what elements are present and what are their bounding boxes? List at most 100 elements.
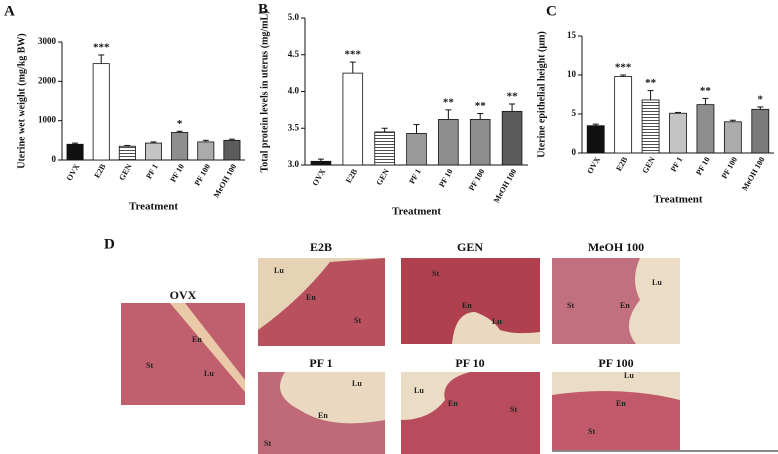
bar (641, 99, 660, 154)
y-tick-label: 4.5 (288, 49, 300, 59)
tissue-tag: Lu (352, 379, 362, 388)
significance-label: * (177, 118, 183, 130)
lumen (170, 303, 245, 392)
image-title: PF 1 (309, 356, 332, 370)
y-tick-label: 3.0 (288, 159, 300, 169)
x-tick-label: E2B (92, 162, 107, 180)
tissue-tag: St (567, 301, 574, 310)
bar (223, 139, 241, 161)
image-title: PF 100 (598, 356, 633, 370)
bar (669, 112, 687, 154)
significance-label: *** (93, 42, 110, 54)
x-tick-label: PF 100 (193, 162, 213, 187)
significance-label: ** (475, 100, 487, 112)
significance-label: ** (507, 91, 519, 103)
tissue-tag: St (588, 427, 595, 436)
significance-label: ** (645, 77, 657, 89)
x-tick-label: E2B (344, 167, 359, 185)
x-tick-label: GEN (640, 155, 657, 175)
bar (310, 160, 332, 166)
x-tick-label: MeOH 100 (492, 167, 519, 204)
tissue-tag: Lu (624, 371, 634, 380)
y-axis-label: Uterine epithelial height (µm) (536, 31, 547, 158)
significance-label: *** (345, 49, 362, 61)
panel-letter: C (546, 3, 557, 19)
y-tick-label: 0 (52, 154, 57, 164)
panel-letter: D (104, 236, 115, 252)
y-tick-label: 4.0 (288, 86, 300, 96)
x-tick-label: PF 100 (720, 155, 740, 180)
x-tick-label: PF 1 (144, 162, 160, 180)
y-axis-label: Uterine wet weight (mg/kg BW) (16, 33, 27, 169)
bar (586, 125, 605, 154)
significance-label: ** (443, 96, 455, 108)
bar (118, 145, 136, 161)
tissue-tag: En (616, 399, 626, 408)
x-tick-label: PF 10 (694, 155, 712, 176)
x-tick-label: PF 1 (669, 155, 685, 173)
y-tick-label: 3.5 (288, 122, 300, 132)
x-tick-label: GEN (374, 167, 391, 187)
y-tick-label: 2000 (38, 75, 57, 85)
x-tick-label: PF 10 (168, 162, 186, 183)
bar (469, 119, 491, 166)
significance-label: ** (700, 85, 712, 97)
y-tick-label: 15 (567, 30, 577, 40)
bar (406, 132, 427, 166)
bar (374, 131, 395, 166)
x-tick-label: MeOH 100 (212, 162, 239, 199)
bar (197, 141, 215, 161)
significance-label: *** (615, 62, 632, 74)
tissue-tag: En (448, 399, 458, 408)
tissue-tag: St (354, 316, 361, 325)
x-tick-label: OVX (585, 155, 602, 175)
lumen (628, 258, 680, 344)
image-title: GEN (457, 240, 483, 254)
tissue (258, 258, 385, 346)
image-title: OVX (170, 288, 197, 302)
tissue-tag: St (510, 405, 517, 414)
x-axis-label: Treatment (392, 206, 441, 218)
x-tick-label: OVX (311, 167, 328, 187)
tissue-tag: Lu (274, 266, 284, 275)
tissue-tag: St (264, 439, 271, 448)
tissue-tag: Lu (414, 386, 424, 395)
x-tick-label: PF 100 (467, 167, 487, 192)
y-tick-label: 3000 (38, 36, 57, 46)
tissue-tag: En (192, 335, 202, 344)
x-tick-label: GEN (117, 162, 134, 182)
tissue-tag: En (306, 293, 316, 302)
tissue-tag: En (462, 301, 472, 310)
bar (144, 142, 163, 161)
y-tick-label: 1000 (38, 115, 57, 125)
x-tick-label: OVX (65, 162, 82, 182)
bar (342, 72, 364, 166)
image-title: E2B (310, 240, 332, 254)
bar (751, 108, 770, 154)
bar (66, 143, 84, 161)
image-title: MeOH 100 (588, 240, 644, 254)
lumen (552, 372, 680, 400)
significance-label: * (758, 94, 764, 106)
panel-letter: B (258, 1, 268, 17)
x-tick-label: MeOH 100 (740, 155, 767, 192)
image-title: PF 10 (455, 356, 484, 370)
y-tick-label: 5 (572, 108, 577, 118)
x-axis-label: Treatment (653, 194, 702, 206)
x-tick-label: PF 10 (437, 167, 455, 188)
y-tick-label: 0 (572, 147, 577, 157)
bar (171, 132, 189, 161)
y-tick-label: 5.0 (288, 12, 300, 22)
lumen (401, 372, 470, 420)
x-tick-label: PF 1 (407, 167, 423, 185)
bar (614, 76, 633, 154)
bar (696, 104, 715, 154)
tissue-tag: Lu (492, 317, 502, 326)
tissue-tag: En (318, 411, 328, 420)
x-axis-label: Treatment (129, 201, 178, 213)
histology-panel: D OVX En St Lu E2B Lu En St GEN St En Lu… (104, 236, 778, 454)
y-axis-label: Total protein levels in uterus (mg/mL) (259, 11, 270, 173)
bar (501, 110, 523, 166)
bar (438, 119, 459, 166)
